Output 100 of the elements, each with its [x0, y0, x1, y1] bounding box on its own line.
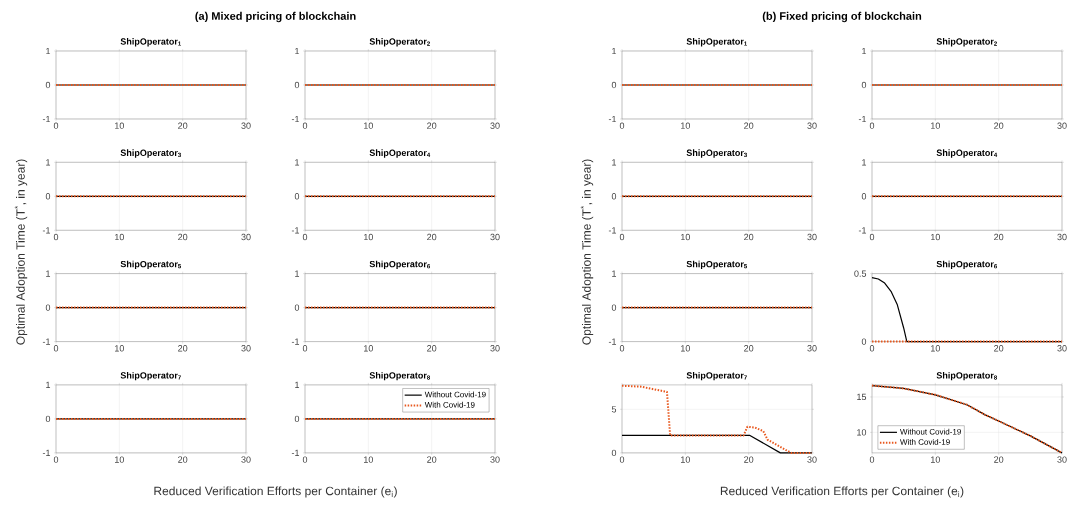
- x-tick-label: 30: [1057, 122, 1067, 129]
- y-tick-label: 0: [294, 415, 300, 423]
- y-tick-label: 0.5: [854, 270, 867, 277]
- x-tick-label: 30: [807, 345, 817, 352]
- chart-title: ShipOperator$_{2}$: [936, 38, 997, 47]
- y-tick-label: 0: [611, 304, 617, 311]
- x-tick-label: 30: [807, 233, 817, 241]
- x-axis-title: Reduced Verification Efforts per Container (e$_{i}$): [154, 486, 397, 498]
- x-tick-label: 30: [1057, 345, 1067, 352]
- legend-label: Without Covid-19: [900, 428, 961, 435]
- x-tick-label: 10: [681, 345, 690, 352]
- y-tick-label: 1: [295, 159, 300, 166]
- x-tick-label: 10: [115, 122, 124, 129]
- chart-title: ShipOperator$_{4}$: [936, 149, 998, 158]
- y-tick-label: -1: [291, 227, 300, 234]
- chart-title: ShipOperator$_{5}$: [686, 260, 747, 270]
- y-tick-label: 1: [46, 159, 51, 166]
- chart-title: ShipOperator$_{1}$: [120, 38, 182, 47]
- x-tick-label: 20: [744, 456, 754, 463]
- x-tick-label: 20: [178, 345, 188, 352]
- y-tick-label: 1: [862, 159, 867, 166]
- y-tick-label: -1: [42, 227, 51, 234]
- x-tick-label: 0: [53, 233, 59, 241]
- x-tick-label: 30: [1057, 233, 1067, 241]
- y-tick-label: 0: [294, 81, 300, 89]
- x-tick-label: 30: [241, 122, 251, 129]
- y-tick-label: 0: [611, 193, 617, 200]
- x-tick-label: 0: [869, 345, 875, 352]
- y-tick-label: 0: [45, 193, 51, 200]
- x-tick-label: 10: [931, 345, 940, 352]
- x-tick-label: 30: [490, 456, 500, 463]
- x-tick-label: 10: [931, 233, 940, 241]
- chart-title: ShipOperator$_{1}$: [686, 38, 747, 47]
- x-tick-label: 0: [869, 456, 875, 463]
- x-tick-label: 10: [681, 233, 690, 241]
- chart-title: ShipOperator$_{4}$: [369, 149, 431, 158]
- x-tick-label: 0: [869, 233, 875, 241]
- chart-title: ShipOperator$_{3}$: [120, 149, 181, 158]
- x-tick-label: 0: [53, 456, 59, 463]
- x-tick-label: 30: [1057, 456, 1067, 463]
- y-axis-title: Optimal Adoption Time (T$^{*}$, in year): [14, 159, 28, 345]
- chart-title: ShipOperator$_{5}$: [120, 260, 182, 270]
- x-tick-label: 0: [619, 233, 625, 241]
- x-tick-label: 0: [302, 345, 308, 352]
- y-tick-label: 1: [862, 47, 867, 55]
- y-tick-label: 0: [611, 81, 617, 89]
- x-tick-label: 0: [302, 456, 308, 463]
- x-tick-label: 20: [744, 122, 754, 129]
- y-tick-label: 0: [45, 81, 51, 89]
- x-tick-label: 20: [427, 233, 437, 241]
- y-tick-label: 0: [45, 304, 51, 311]
- chart-title: ShipOperator$_{6}$: [936, 260, 997, 270]
- x-tick-label: 20: [427, 345, 437, 352]
- y-tick-label: -1: [608, 338, 617, 345]
- y-tick-label: -1: [608, 227, 617, 234]
- x-tick-label: 20: [178, 233, 188, 241]
- y-tick-label: 1: [612, 159, 617, 166]
- y-tick-label: 0: [861, 193, 867, 200]
- x-tick-label: 30: [490, 122, 500, 129]
- chart-title: ShipOperator$_{8}$: [936, 371, 997, 381]
- y-tick-label: 1: [612, 270, 617, 277]
- x-tick-label: 10: [681, 122, 690, 129]
- y-tick-label: -1: [291, 115, 300, 123]
- y-tick-label: 1: [295, 47, 300, 55]
- y-tick-label: -1: [42, 338, 51, 345]
- chart-title: ShipOperator$_{7}$: [120, 371, 181, 381]
- y-tick-label: 1: [46, 270, 51, 277]
- y-tick-label: 0: [294, 193, 300, 200]
- x-tick-label: 30: [241, 456, 251, 463]
- y-tick-label: 5: [611, 406, 617, 413]
- legend-label: With Covid-19: [424, 401, 475, 408]
- x-tick-label: 0: [869, 122, 875, 129]
- x-tick-label: 20: [994, 233, 1004, 241]
- x-tick-label: 20: [994, 345, 1004, 352]
- y-tick-label: 1: [295, 270, 300, 277]
- x-tick-label: 20: [994, 122, 1004, 129]
- x-tick-label: 10: [364, 233, 373, 241]
- legend-label: With Covid-19: [900, 438, 950, 445]
- x-tick-label: 10: [115, 456, 124, 463]
- text: (a) Mixed pricing of blockchain: [195, 11, 356, 23]
- x-tick-label: 10: [364, 456, 373, 463]
- x-tick-label: 0: [302, 122, 308, 129]
- y-tick-label: -1: [608, 115, 617, 123]
- x-tick-label: 10: [931, 456, 940, 463]
- x-tick-label: 0: [619, 456, 625, 463]
- x-tick-label: 30: [241, 233, 251, 241]
- y-tick-label: 15: [857, 393, 867, 401]
- x-tick-label: 20: [744, 345, 754, 352]
- y-tick-label: 0: [611, 449, 617, 457]
- y-tick-label: -1: [858, 227, 867, 234]
- y-tick-label: -1: [291, 449, 300, 456]
- line-series: [621, 384, 813, 454]
- x-tick-label: 30: [807, 122, 817, 129]
- x-tick-label: 0: [53, 122, 59, 129]
- x-tick-label: 20: [178, 456, 188, 463]
- x-tick-label: 30: [807, 456, 817, 463]
- x-tick-label: 20: [427, 122, 437, 129]
- y-tick-label: 1: [612, 47, 617, 55]
- y-axis-title: Optimal Adoption Time (T$^{*}$, in year): [580, 159, 594, 345]
- chart-title: ShipOperator$_{2}$: [369, 38, 430, 47]
